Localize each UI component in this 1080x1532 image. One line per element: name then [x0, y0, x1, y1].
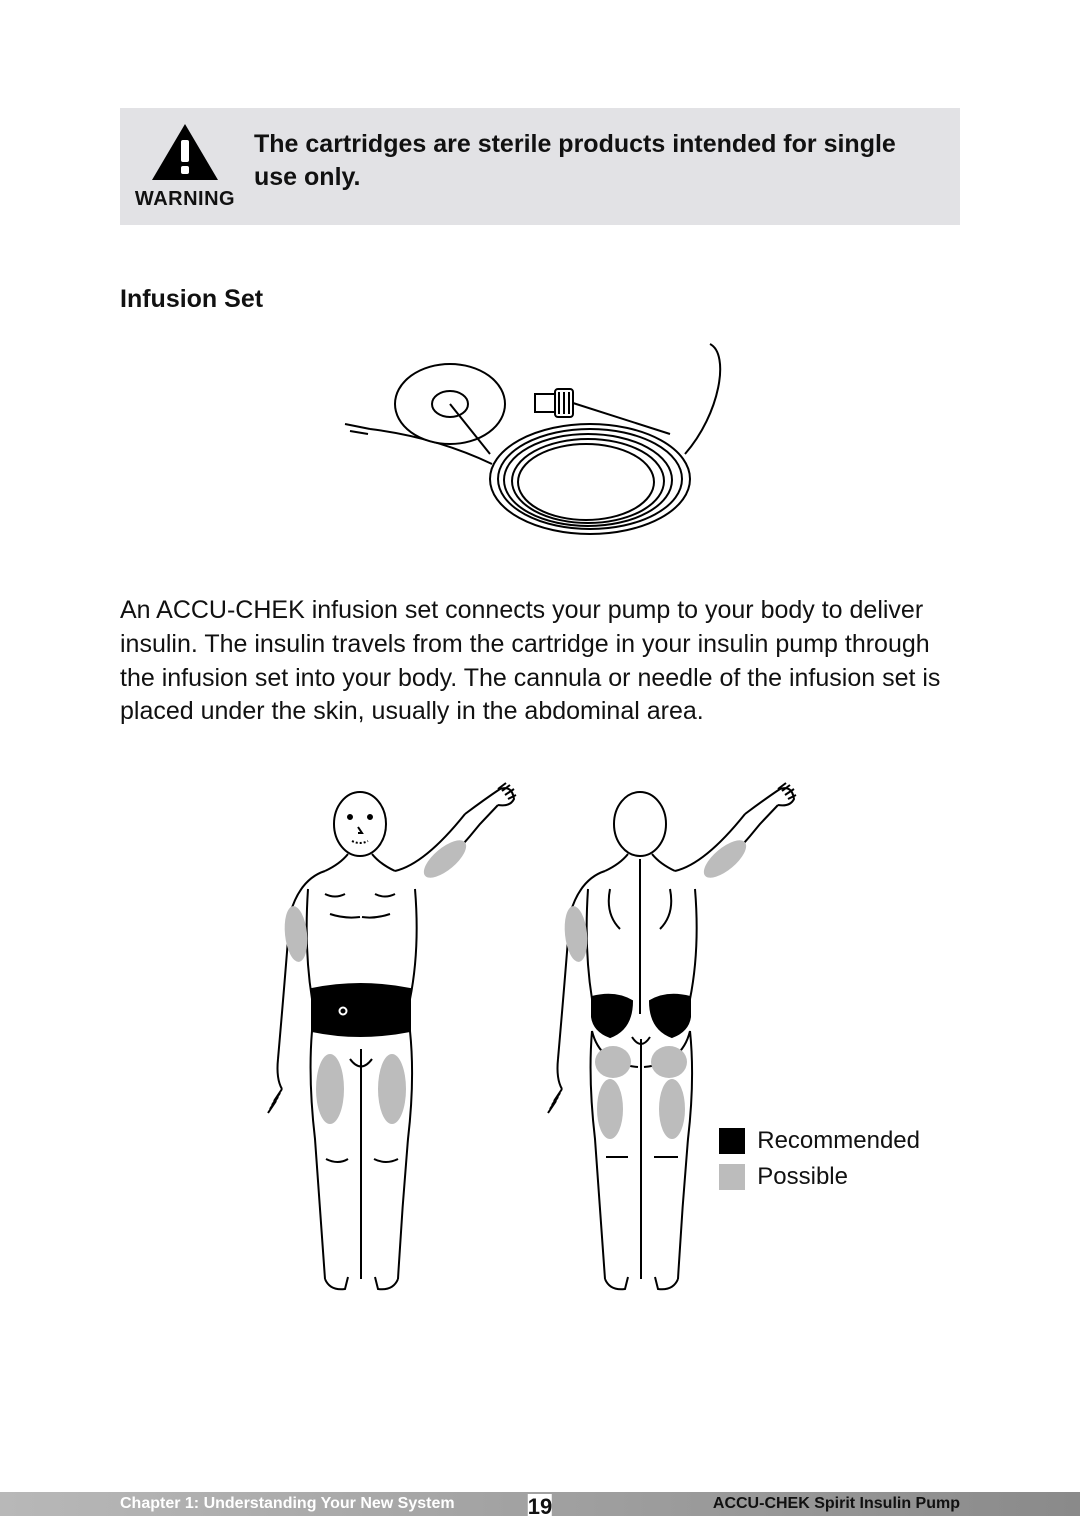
infusion-set-illustration: [120, 334, 960, 564]
legend-swatch-recommended: [719, 1128, 745, 1154]
legend-label-recommended: Recommended: [757, 1127, 920, 1155]
legend-row-recommended: Recommended: [719, 1127, 920, 1155]
section-heading: Infusion Set: [120, 285, 960, 314]
legend-swatch-possible: [719, 1164, 745, 1190]
body-site-diagram: Recommended Possible: [120, 779, 960, 1299]
section-body-text: An ACCU-CHEK infusion set connects your …: [120, 594, 960, 729]
legend-row-possible: Possible: [719, 1163, 920, 1191]
footer-chapter: Chapter 1: Understanding Your New System: [120, 1495, 455, 1513]
warning-label: WARNING: [135, 188, 235, 211]
footer-product: ACCU-CHEK Spirit Insulin Pump: [713, 1495, 960, 1513]
legend: Recommended Possible: [719, 1127, 920, 1199]
page-footer: Chapter 1: Understanding Your New System…: [0, 1476, 1080, 1532]
legend-label-possible: Possible: [757, 1163, 848, 1191]
page-number: 19: [528, 1494, 552, 1520]
warning-triangle-icon: [150, 122, 220, 182]
warning-box: WARNING The cartridges are sterile produ…: [120, 108, 960, 225]
warning-text: The cartridges are sterile products inte…: [254, 122, 940, 193]
warning-icon-wrap: WARNING: [140, 122, 230, 211]
